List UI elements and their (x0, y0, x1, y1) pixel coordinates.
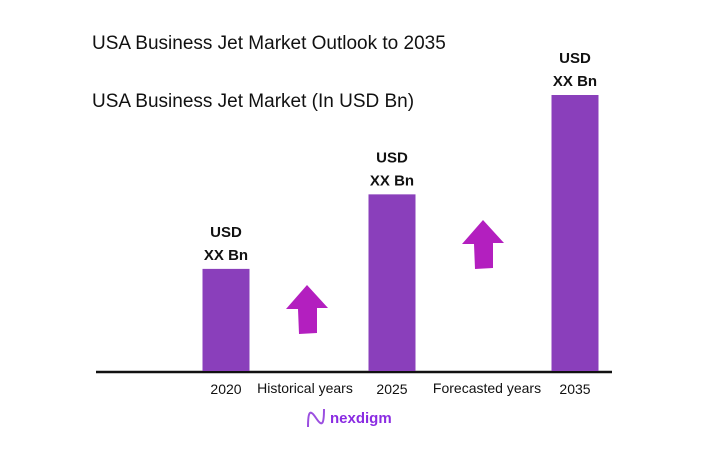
nexdigm-logo: nexdigm (306, 407, 392, 429)
data-label-value: XX Bn (553, 73, 597, 90)
period-label-forecasted: Forecasted years (433, 380, 541, 396)
period-label-historical: Historical years (257, 380, 353, 396)
x-tick-label: 2020 (210, 381, 241, 397)
bar-2035 (551, 95, 599, 371)
nexdigm-logo-icon (307, 408, 325, 428)
data-label-value: XX Bn (370, 172, 414, 189)
data-label-currency: USD (559, 50, 591, 67)
x-tick-label: 2035 (559, 381, 590, 397)
chart-title: USA Business Jet Market Outlook to 2035 (92, 33, 446, 54)
bar-2025 (368, 194, 416, 371)
data-label-value: XX Bn (204, 247, 248, 264)
data-label-currency: USD (210, 224, 242, 241)
up-arrow-icon (286, 285, 328, 334)
brand-name: nexdigm (330, 409, 392, 427)
data-label-currency: USD (376, 149, 408, 166)
x-tick-label: 2025 (376, 381, 407, 397)
chart-subtitle: USA Business Jet Market (In USD Bn) (92, 91, 415, 112)
up-arrow-icon (462, 220, 504, 269)
bar-2020 (202, 268, 250, 371)
